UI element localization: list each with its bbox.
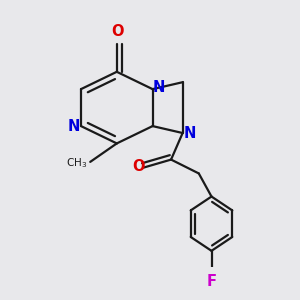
Text: N: N xyxy=(152,80,165,95)
Text: N: N xyxy=(183,125,196,140)
Text: N: N xyxy=(68,118,80,134)
Text: O: O xyxy=(133,159,145,174)
Text: F: F xyxy=(206,274,217,290)
Text: CH$_3$: CH$_3$ xyxy=(65,156,87,170)
Text: O: O xyxy=(112,25,124,40)
